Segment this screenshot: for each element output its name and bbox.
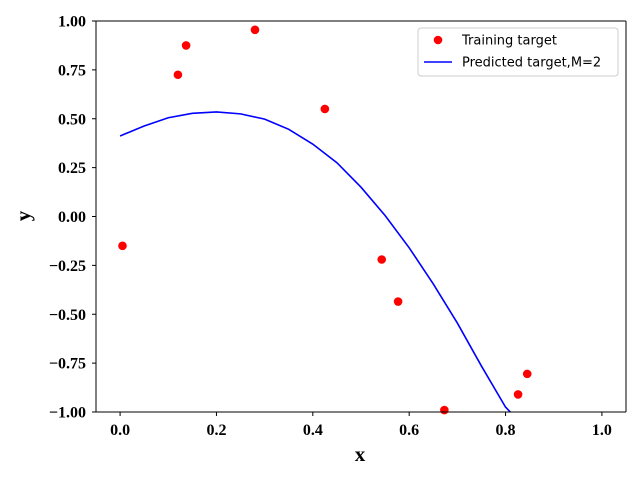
x-tick-label: 0.2	[206, 422, 226, 439]
predicted-curve	[119, 111, 511, 412]
data-point	[250, 25, 260, 35]
legend-label: Training target	[461, 34, 557, 49]
x-tick-label: 0.6	[399, 422, 419, 439]
legend: Training target Predicted target,M=2	[417, 27, 619, 77]
axes-layer	[95, 20, 627, 413]
data-point	[181, 41, 191, 50]
data-point	[522, 369, 532, 379]
y-tick-label: 0.75	[58, 62, 86, 79]
x-tick-label: 0.8	[496, 422, 516, 439]
legend-label: Predicted target,M=2	[462, 56, 601, 71]
curve-layer	[119, 111, 511, 412]
y-tick-label: 0.50	[58, 111, 86, 128]
y-tick-label: 0.25	[58, 160, 86, 177]
data-point	[118, 241, 127, 251]
x-tick-label: 0.4	[303, 422, 323, 439]
ticks-layer: 0.0 0.2 0.4 0.6 0.8 1.0 1.00 0.75 0.50 0.25 0.00 −0…	[49, 14, 612, 440]
data-point	[440, 405, 449, 415]
data-point	[320, 104, 330, 114]
data-point	[377, 255, 387, 264]
y-tick-label: −0.50	[49, 307, 86, 324]
data-point	[393, 297, 403, 306]
y-tick-label: −1.00	[49, 405, 86, 422]
x-tick-label: 0.0	[110, 422, 130, 439]
y-axis-title: y	[11, 210, 35, 221]
y-tick-label: 0.00	[58, 209, 86, 226]
x-axis-title: x	[355, 442, 366, 466]
x-tick-label: 1.0	[592, 422, 612, 439]
data-point	[513, 390, 523, 399]
legend-marker-swatch	[433, 35, 443, 45]
points-layer	[118, 25, 532, 415]
y-tick-label: −0.25	[49, 258, 86, 275]
y-tick-label: −0.75	[49, 356, 86, 373]
y-tick-label: 1.00	[58, 14, 86, 31]
legend-box	[417, 27, 619, 77]
data-point	[173, 70, 183, 80]
